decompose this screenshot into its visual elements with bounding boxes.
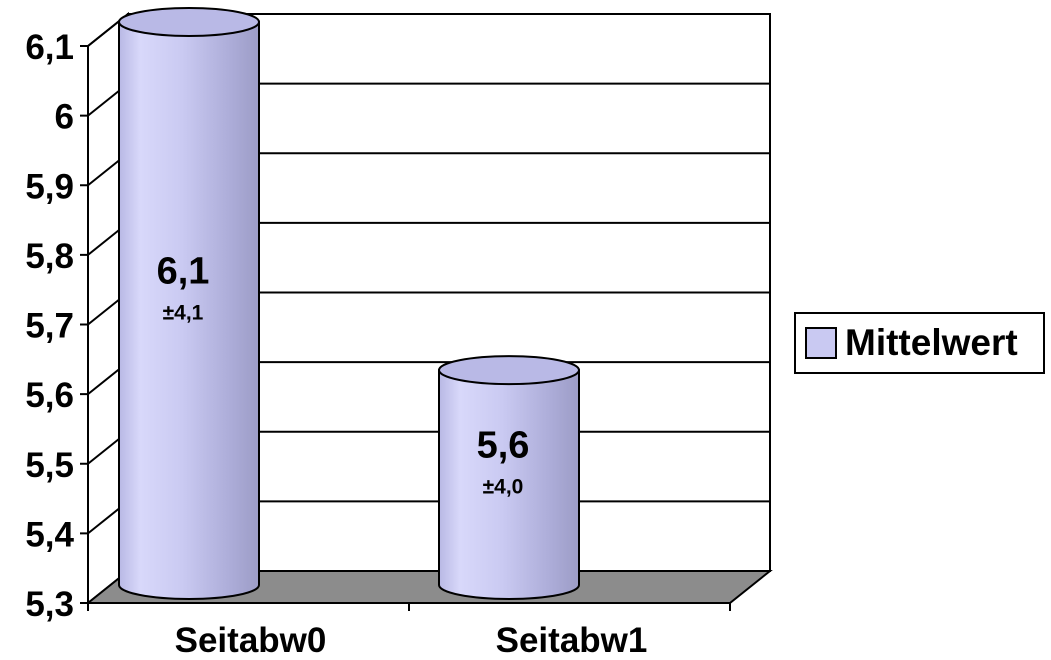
y-tick-label: 5,8: [25, 237, 74, 276]
x-tick-label: Seitabw1: [496, 621, 648, 660]
tick-labels: 5,3 5,4 5,5 5,6 5,7 5,8 5,9 6 6,1 6,1 ±4,1 Seitabw0…: [25, 28, 647, 660]
x-tick-label: Seitabw0: [175, 621, 327, 660]
y-tick-label: 5,7: [25, 307, 74, 346]
legend-swatch: [805, 327, 837, 359]
y-tick-label: 5,3: [25, 585, 74, 624]
bar-top: [118, 7, 260, 37]
axes: [80, 45, 731, 611]
bars: [118, 7, 580, 600]
y-tick-label: 6: [55, 98, 74, 137]
data-label: 6,1: [157, 251, 210, 293]
sd-label: ±4,1: [163, 302, 204, 325]
bar-body: [438, 369, 580, 600]
bar: [118, 7, 260, 600]
sd-label: ±4,0: [483, 476, 524, 499]
legend-label: Mittelwert: [845, 322, 1018, 363]
bar-body: [118, 21, 260, 600]
y-tick-label: 5,5: [25, 446, 74, 485]
legend: Mittelwert: [794, 312, 1045, 374]
bar-top: [438, 355, 580, 386]
y-tick-label: 5,6: [25, 376, 74, 415]
y-tick-label: 6,1: [25, 28, 74, 67]
y-tick-label: 5,4: [25, 515, 74, 554]
bar: [438, 355, 580, 600]
y-tick-label: 5,9: [25, 167, 74, 206]
data-label: 5,6: [477, 425, 530, 467]
